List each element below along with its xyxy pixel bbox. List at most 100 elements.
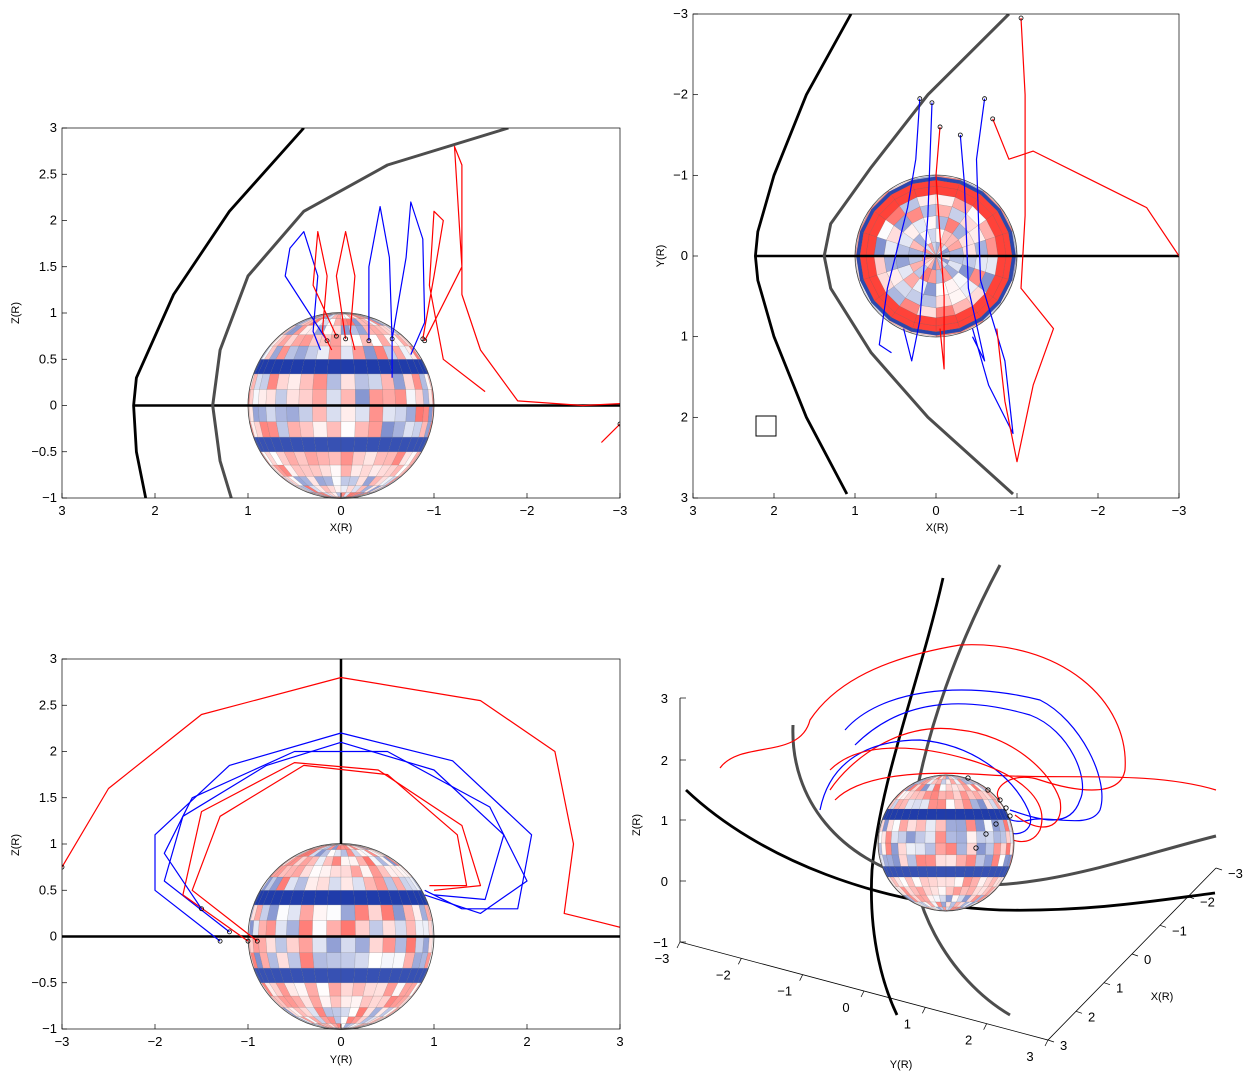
curves-3d-front — [965, 775, 1013, 851]
sphere-patch-3d — [976, 831, 987, 844]
sphere-patch-p2 — [340, 936, 356, 953]
y3d-tick-label: 0 — [842, 1000, 849, 1015]
sphere-patch-3d — [906, 819, 918, 832]
x3d-tick-mark — [1103, 982, 1111, 985]
sphere-patch-3d — [945, 808, 957, 820]
sphere-patch-3d — [966, 842, 978, 855]
sphere-patch-3d — [905, 831, 916, 844]
sphere-patch-3d — [955, 819, 967, 832]
series-field-line_a — [424, 145, 620, 407]
sphere-patch-p2 — [299, 904, 315, 921]
sphere-patch-p0 — [312, 389, 327, 406]
series-field-line_b — [971, 98, 1014, 435]
footpoint-marker — [965, 775, 971, 781]
sphere-patch-3d — [890, 831, 899, 844]
y-tick-label: −3 — [673, 6, 688, 21]
y-tick-label: 1.5 — [39, 790, 57, 805]
footpoint-marker — [997, 797, 1003, 803]
sphere-patch-p0 — [275, 405, 288, 422]
sphere-patch-p0 — [353, 359, 369, 375]
x-tick-label: −1 — [241, 1034, 256, 1049]
sphere-patch-p2 — [275, 936, 288, 953]
x-tick-label: 1 — [851, 503, 858, 518]
footpoint-marker — [217, 938, 223, 944]
xlabel-tl: X(R) — [330, 522, 353, 534]
series-magnetopause — [822, 14, 1015, 496]
sphere-patch-p0 — [286, 389, 300, 406]
series-field-line_a — [935, 126, 945, 370]
sphere-patch-p0 — [326, 405, 342, 422]
sphere-patch-p0 — [405, 405, 417, 422]
z-tick-label: 3 — [661, 691, 668, 706]
sphere-patch-3d — [945, 842, 957, 855]
sphere-patch-p2 — [329, 865, 342, 878]
x3d-tick-label: −2 — [1200, 895, 1215, 910]
ylabel-tl: Z(R) — [10, 302, 22, 324]
footpoint-marker — [917, 96, 923, 102]
sphere-patch-3d — [966, 831, 978, 844]
sphere-patch-p0 — [394, 389, 407, 406]
sphere-patch-p0 — [340, 359, 355, 375]
y-tick-label: 2 — [50, 744, 57, 759]
sphere-patch-p0 — [326, 421, 342, 438]
sphere-patch-p0 — [340, 464, 353, 477]
sphere-patch-p0 — [355, 389, 370, 406]
sphere-patch-p0 — [312, 421, 328, 438]
sphere-patch-p0 — [298, 405, 313, 422]
panel-bottom-right: −1 0 1 2 3 −3 −2 −1 0 1 2 3 3 2 1 0 −1 −2 −3 Z(R) Y(R) X(R… — [631, 564, 1243, 1071]
sphere-patch-3d — [985, 831, 995, 844]
sphere-patch-p2 — [355, 936, 370, 953]
x-tick-label: 3 — [58, 503, 65, 518]
sphere-patch-3d — [924, 831, 936, 844]
x-tick-label: −1 — [427, 503, 442, 518]
x3d-tick-label: 2 — [1088, 1009, 1095, 1024]
sphere-patch-p2 — [287, 952, 302, 969]
sphere-patch-p0 — [326, 373, 342, 390]
footpoint-marker — [254, 938, 260, 944]
sphere-patch-p0 — [354, 373, 370, 390]
sphere-patch-3d — [935, 842, 947, 855]
x-tick-label: 3 — [616, 1034, 623, 1049]
sphere-patch-p0 — [340, 389, 356, 406]
sphere-patch-p0 — [329, 464, 342, 477]
footpoint-marker — [245, 938, 251, 944]
series-field-line_b — [284, 231, 328, 351]
sphere-patch-p0 — [353, 436, 369, 452]
y-tick-label: 2.5 — [39, 166, 57, 181]
sphere-patch-3d — [1000, 842, 1007, 855]
sphere-patch-p2 — [340, 843, 358, 846]
x-tick-label: 2 — [523, 1034, 530, 1049]
sphere-patch-3d — [926, 808, 937, 820]
x-tick-label: −3 — [613, 503, 628, 518]
y-tick-label: −1 — [42, 1021, 57, 1036]
sphere-patch-p0 — [275, 389, 288, 406]
y3d-tick-mark — [738, 958, 742, 965]
y-tick-label: 3 — [50, 651, 57, 666]
series-field-line_b — [844, 689, 1103, 822]
yticks-tr: −3 −2 −1 0 1 2 3 — [673, 6, 698, 505]
sphere-patch-3d — [897, 831, 907, 844]
sphere-patch-p0 — [355, 405, 370, 422]
sphere-patch-3d — [955, 854, 967, 867]
z-tick-label: 2 — [661, 753, 668, 768]
footpoint-marker — [333, 333, 339, 339]
y-tick-label: 0 — [681, 248, 688, 263]
sphere-patch-p0 — [299, 373, 315, 390]
xlabel-3d: X(R) — [1151, 991, 1174, 1003]
series-bow-shock — [685, 788, 1216, 912]
x3d-tick-label: 1 — [1116, 981, 1123, 996]
sphere-patch-p0 — [369, 405, 384, 422]
footpoint-marker — [199, 906, 204, 912]
sphere-patch-3d — [924, 842, 936, 855]
sphere-patch-p2 — [327, 890, 342, 906]
xticks-bl: −3 −2 −1 0 1 2 3 — [55, 1024, 624, 1049]
sphere-patch-3d — [925, 854, 937, 867]
sphere-patch-p2 — [340, 952, 356, 969]
sphere-patch-3d — [890, 842, 899, 855]
sphere-patch-3d — [897, 842, 907, 855]
sphere-patch-p0 — [367, 421, 383, 438]
sphere-patch-p2 — [367, 952, 383, 969]
x3d-tick-label: −3 — [1228, 866, 1243, 881]
sphere-patch-p0 — [312, 373, 328, 390]
x3d-tick-label: 0 — [1144, 952, 1151, 967]
